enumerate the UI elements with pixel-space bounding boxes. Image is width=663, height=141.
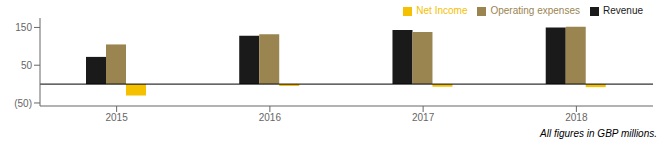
- html-text:Operating expenses: Operating expenses: [490, 5, 580, 16]
- svg-text:2015: 2015: [106, 112, 129, 123]
- html-text:All figures in GBP millions.: All figures in GBP millions.: [540, 128, 657, 139]
- svg-text:50: 50: [21, 60, 33, 71]
- svg-text:(50): (50): [14, 98, 32, 109]
- html-text:Net Income: Net Income: [416, 5, 468, 16]
- svg-text:2016: 2016: [259, 112, 282, 123]
- html-text:Revenue: Revenue: [603, 5, 643, 16]
- svg-text:2018: 2018: [565, 112, 588, 123]
- svg-text:2017: 2017: [412, 112, 435, 123]
- svg-text:150: 150: [15, 22, 32, 33]
